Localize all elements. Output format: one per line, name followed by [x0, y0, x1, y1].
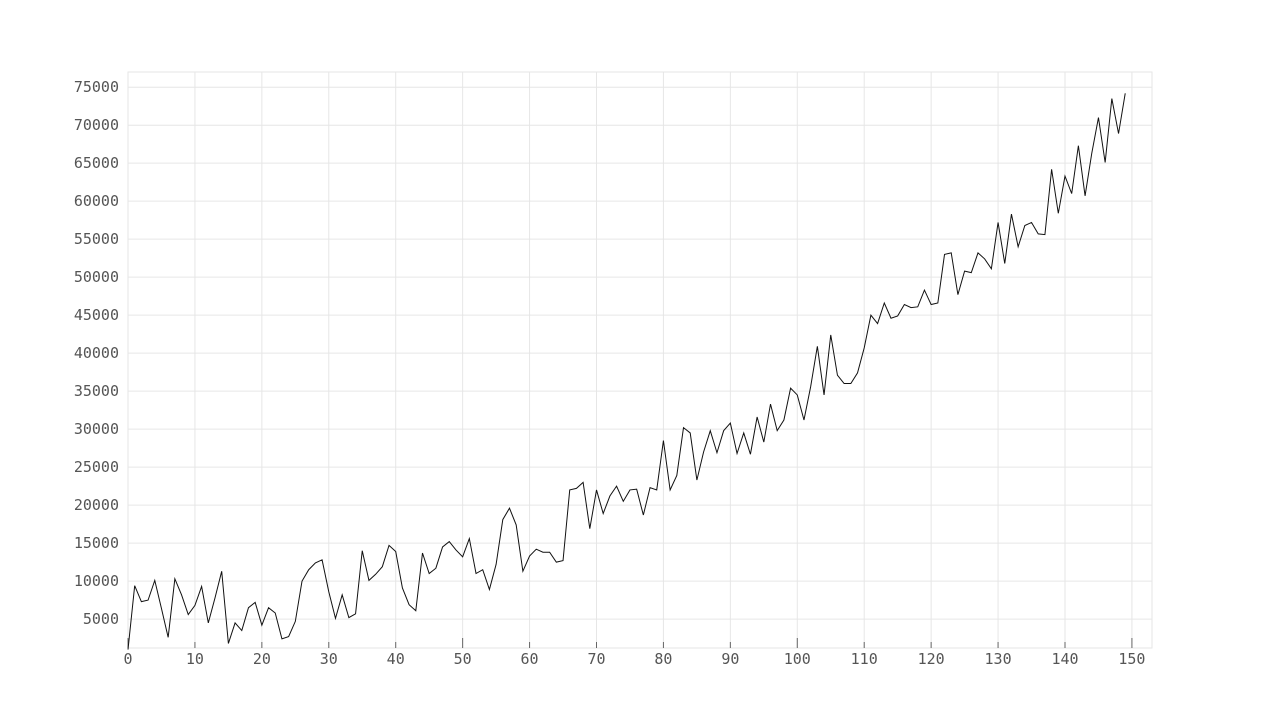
- y-tick-label: 35000: [74, 382, 119, 400]
- y-tick-label: 40000: [74, 344, 119, 362]
- series-line: [127, 93, 1126, 650]
- y-tick-label: 70000: [74, 116, 119, 134]
- y-tick-label: 30000: [74, 420, 119, 438]
- x-tick-label: 70: [587, 650, 605, 668]
- y-tick-label: 15000: [74, 534, 119, 552]
- x-tick-label: 120: [918, 650, 945, 668]
- x-tick-label: 130: [985, 650, 1012, 668]
- x-tick-label: 60: [521, 650, 539, 668]
- x-tick-label: 40: [387, 650, 405, 668]
- y-tick-label: 55000: [74, 230, 119, 248]
- y-tick-label: 45000: [74, 306, 119, 324]
- x-tick-label: 50: [454, 650, 472, 668]
- y-tick-label: 50000: [74, 268, 119, 286]
- x-tick-label: 80: [654, 650, 672, 668]
- grid-lines: [127, 72, 1152, 648]
- x-tick-label: 110: [851, 650, 878, 668]
- y-tick-label: 25000: [74, 458, 119, 476]
- x-tick-label: 0: [123, 650, 132, 668]
- y-axis: 5000 10000 15000 20000 25000 30000 35000 40000 4…: [74, 78, 119, 628]
- plot-area: [127, 71, 1153, 649]
- x-tick-label: 20: [253, 650, 271, 668]
- y-tick-label: 75000: [74, 78, 119, 96]
- x-tick-label: 90: [721, 650, 739, 668]
- x-tick-label: 140: [1051, 650, 1078, 668]
- y-tick-label: 5000: [83, 610, 119, 628]
- y-tick-label: 20000: [74, 496, 119, 514]
- x-tick-label: 10: [186, 650, 204, 668]
- x-tick-label: 100: [784, 650, 811, 668]
- y-tick-label: 65000: [74, 154, 119, 172]
- y-tick-label: 10000: [74, 572, 119, 590]
- x-tick-label: 30: [320, 650, 338, 668]
- x-tick-label: 150: [1118, 650, 1145, 668]
- y-tick-label: 60000: [74, 192, 119, 210]
- x-axis: 0 10 20 30 40 50 60 70 80 90 100 110 120 130 140 150: [123, 638, 1145, 668]
